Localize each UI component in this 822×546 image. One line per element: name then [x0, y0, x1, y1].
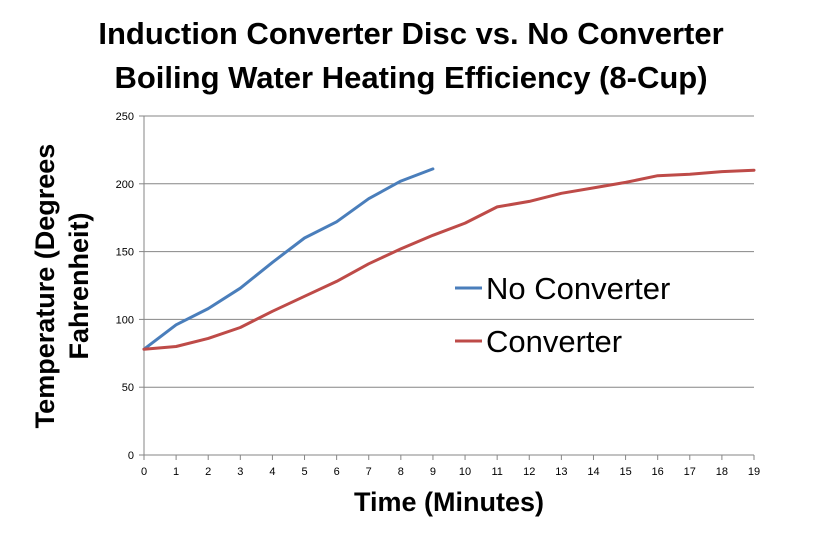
x-tick-label-3: 3 — [237, 466, 243, 478]
x-tick-label-16: 16 — [652, 466, 664, 478]
y-tick-label-0: 0 — [128, 450, 134, 462]
x-tick-label-15: 15 — [619, 466, 631, 478]
x-tick-label-6: 6 — [334, 466, 340, 478]
x-tick-label-4: 4 — [269, 466, 275, 478]
x-tick-label-12: 12 — [523, 466, 535, 478]
series-lines — [142, 167, 756, 351]
x-tick-label-1: 1 — [173, 466, 179, 478]
x-tick-label-18: 18 — [716, 466, 728, 478]
chart-title-line1: Induction Converter Disc vs. No Converte… — [98, 16, 724, 51]
y-tick-label-50: 50 — [122, 382, 134, 394]
gridlines — [144, 115, 754, 388]
y-tick-label-200: 200 — [116, 179, 134, 191]
x-tick-label-14: 14 — [587, 466, 599, 478]
x-tick-label-7: 7 — [366, 466, 372, 478]
x-tick-label-11: 11 — [491, 466, 502, 478]
legend-label-no-converter: No Converter — [486, 271, 670, 306]
series-line-no-converter — [142, 167, 435, 351]
axes — [139, 115, 755, 460]
x-tick-label-5: 5 — [301, 466, 307, 478]
chart-title-line2: Boiling Water Heating Efficiency (8-Cup) — [114, 60, 708, 95]
x-tick-label-0: 0 — [141, 466, 147, 478]
x-tick-label-10: 10 — [459, 466, 471, 478]
x-axis-label: Time (Minutes) — [353, 487, 544, 517]
x-tick-label-9: 9 — [430, 466, 436, 478]
y-tick-label-250: 250 — [116, 111, 134, 123]
x-tick-label-17: 17 — [684, 466, 696, 478]
x-tick-label-8: 8 — [398, 466, 404, 478]
legend: No Converter Converter — [455, 271, 670, 359]
series-line-converter — [142, 168, 756, 351]
x-tick-label-19: 19 — [748, 466, 760, 478]
y-tick-label-100: 100 — [116, 314, 134, 326]
y-tick-label-150: 150 — [116, 247, 134, 259]
legend-label-converter: Converter — [486, 324, 622, 359]
x-tick-label-2: 2 — [205, 466, 211, 478]
x-tick-label-13: 13 — [555, 466, 567, 478]
